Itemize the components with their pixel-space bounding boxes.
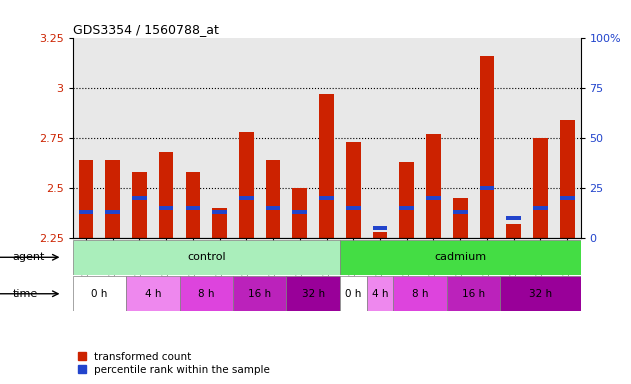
Text: agent: agent bbox=[13, 252, 45, 262]
Bar bbox=[346, 142, 361, 238]
Bar bbox=[533, 138, 548, 238]
Bar bbox=[399, 162, 414, 238]
Text: 16 h: 16 h bbox=[462, 289, 485, 299]
Bar bbox=[447, 276, 500, 311]
Text: 32 h: 32 h bbox=[302, 289, 325, 299]
Bar bbox=[105, 160, 120, 238]
Text: control: control bbox=[187, 252, 225, 262]
Bar bbox=[212, 208, 227, 238]
Text: 4 h: 4 h bbox=[144, 289, 161, 299]
Bar bbox=[186, 172, 200, 238]
Bar bbox=[340, 240, 581, 275]
Bar bbox=[373, 226, 387, 230]
Text: 8 h: 8 h bbox=[412, 289, 428, 299]
Text: 8 h: 8 h bbox=[198, 289, 215, 299]
Bar bbox=[266, 160, 280, 238]
Bar bbox=[346, 206, 361, 210]
Bar bbox=[266, 206, 280, 210]
Bar bbox=[453, 198, 468, 238]
Text: 32 h: 32 h bbox=[529, 289, 552, 299]
Bar bbox=[319, 196, 334, 200]
Bar bbox=[79, 160, 93, 238]
Bar bbox=[453, 210, 468, 214]
Legend: transformed count, percentile rank within the sample: transformed count, percentile rank withi… bbox=[78, 352, 270, 375]
Bar bbox=[426, 134, 441, 238]
Bar bbox=[340, 276, 367, 311]
Bar bbox=[73, 276, 126, 311]
Bar bbox=[533, 206, 548, 210]
Bar bbox=[186, 206, 200, 210]
Bar bbox=[500, 276, 581, 311]
Bar bbox=[79, 210, 93, 214]
Bar bbox=[319, 94, 334, 238]
Text: GDS3354 / 1560788_at: GDS3354 / 1560788_at bbox=[73, 23, 218, 36]
Bar bbox=[292, 210, 307, 214]
Bar bbox=[132, 172, 147, 238]
Bar bbox=[126, 276, 179, 311]
Bar bbox=[132, 196, 147, 200]
Bar bbox=[286, 276, 340, 311]
Bar bbox=[480, 56, 494, 238]
Bar bbox=[560, 120, 574, 238]
Bar bbox=[239, 196, 254, 200]
Bar bbox=[239, 132, 254, 238]
Bar bbox=[373, 232, 387, 238]
Bar bbox=[159, 152, 174, 238]
Bar bbox=[73, 240, 340, 275]
Bar bbox=[506, 216, 521, 220]
Bar bbox=[105, 210, 120, 214]
Bar bbox=[367, 276, 393, 311]
Text: time: time bbox=[13, 289, 38, 299]
Text: 4 h: 4 h bbox=[372, 289, 388, 299]
Bar bbox=[480, 186, 494, 190]
Bar bbox=[506, 224, 521, 238]
Text: 16 h: 16 h bbox=[248, 289, 271, 299]
Text: 0 h: 0 h bbox=[345, 289, 362, 299]
Text: 0 h: 0 h bbox=[91, 289, 107, 299]
Bar bbox=[292, 188, 307, 238]
Bar bbox=[159, 206, 174, 210]
Bar bbox=[426, 196, 441, 200]
Bar bbox=[233, 276, 286, 311]
Bar bbox=[560, 196, 574, 200]
Bar bbox=[179, 276, 233, 311]
Bar bbox=[393, 276, 447, 311]
Bar bbox=[399, 206, 414, 210]
Text: cadmium: cadmium bbox=[434, 252, 487, 262]
Bar bbox=[212, 210, 227, 214]
